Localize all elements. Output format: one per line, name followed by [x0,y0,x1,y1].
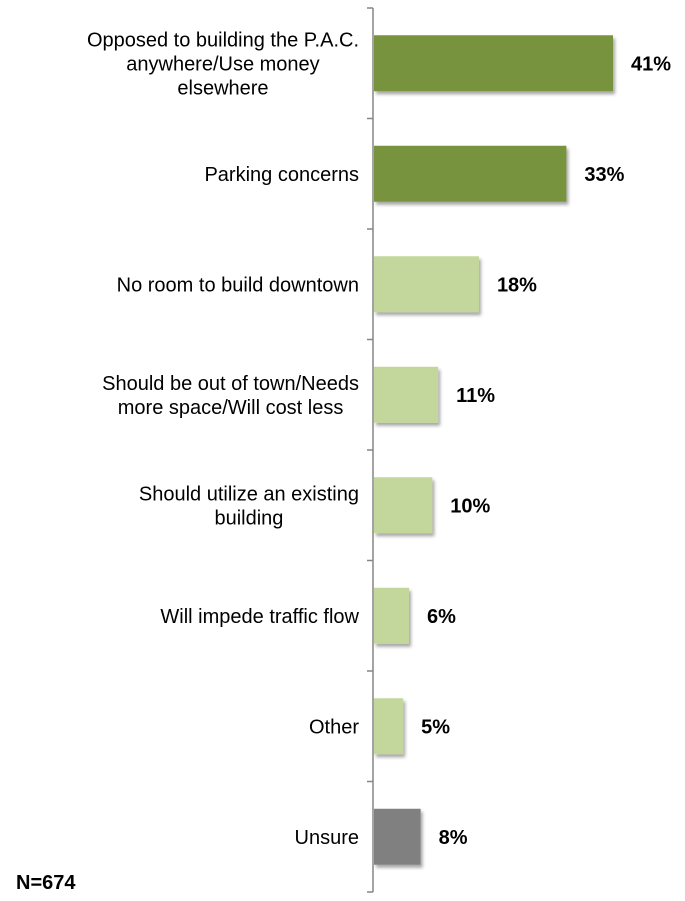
category-label-line: Parking concerns [204,164,359,186]
bar-value-label: 41% [631,53,671,75]
category-label-line: more space/Will cost less [118,397,344,419]
category-label: Will impede traffic flow [160,606,359,628]
category-label: No room to build downtown [117,274,359,296]
bar-value-label: 10% [450,495,490,517]
bar [374,35,614,92]
category-label: Other [309,716,359,738]
bar-value-label: 5% [421,716,450,738]
category-label-line: Opposed to building the P.A.C. [87,29,359,51]
bar-value-label: 11% [456,385,495,407]
category-label: Should utilize an existing building [139,483,359,529]
labels-layer: 41% Opposed to building the P.A.C. anywher… [87,29,671,849]
category-label-line: anywhere/Use money [126,53,319,75]
category-label-line: Unsure [295,827,359,849]
bar [374,808,421,865]
category-label-line: Other [309,716,359,738]
bar [374,366,439,423]
bars-layer [374,35,614,865]
bar-value-label: 33% [584,164,624,186]
bar-value-label: 18% [497,274,537,296]
bar-value-label: 6% [427,606,456,628]
sample-size-note: N=674 [16,872,76,894]
category-label: Opposed to building the P.A.C. anywhere/U… [87,29,359,99]
bar-value-label: 8% [439,827,468,849]
category-label-line: Will impede traffic flow [160,606,359,628]
category-label-line: building [214,507,283,529]
category-label: Unsure [295,827,359,849]
bar [374,477,433,534]
category-label-line: Should be out of town/Needs [102,373,359,395]
category-label-line: elsewhere [177,77,268,99]
category-axis [367,7,374,893]
bar [374,256,479,313]
category-label: Should be out of town/Needs more space/Wi… [102,373,359,419]
bar [374,145,567,202]
bar [374,587,409,644]
bar [374,698,404,755]
category-label-line: Should utilize an existing [139,483,359,505]
category-label: Parking concerns [204,164,359,186]
category-label-line: No room to build downtown [117,274,359,296]
